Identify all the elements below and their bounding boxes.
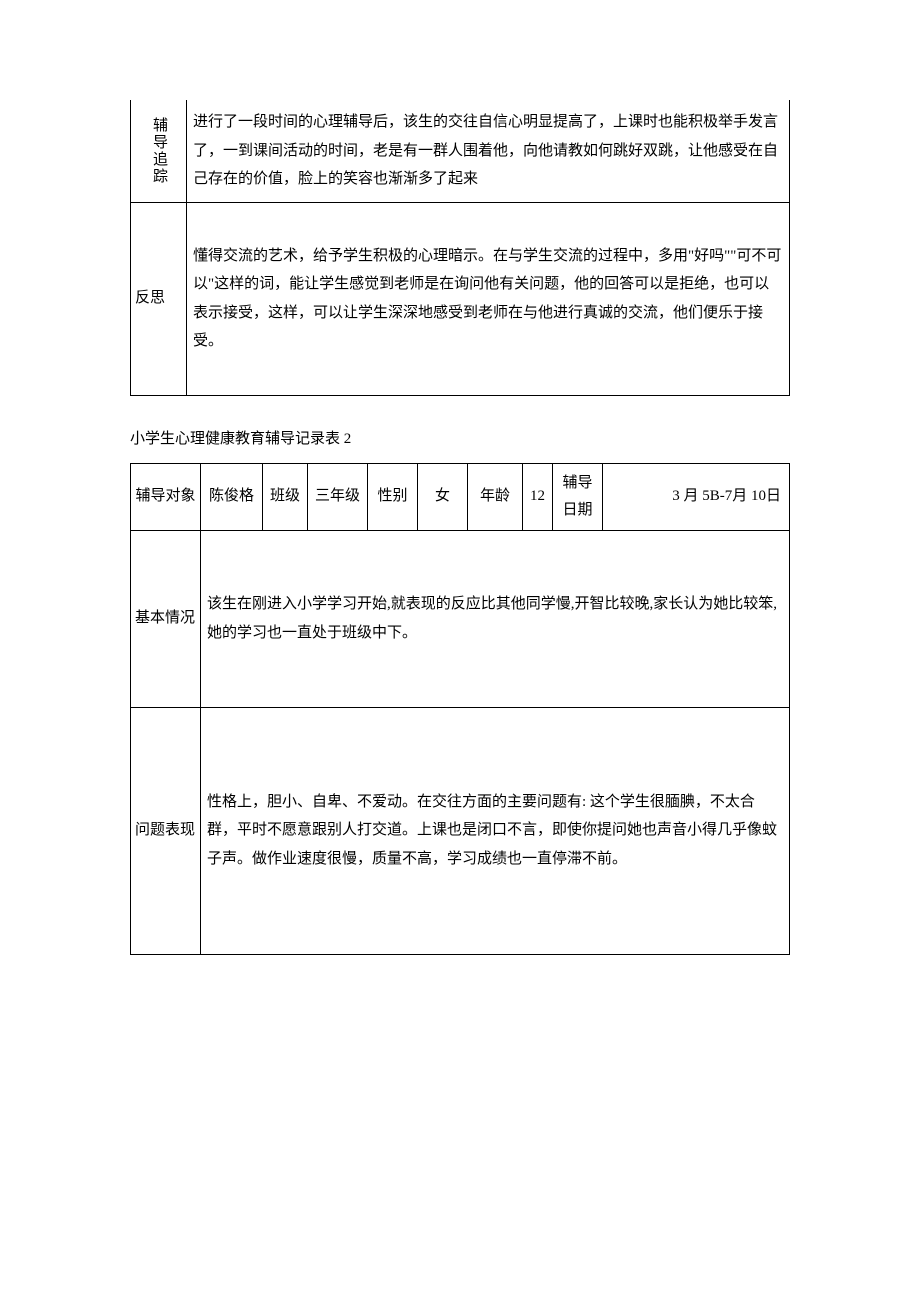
class-label: 班级	[263, 463, 308, 530]
gender-label: 性别	[368, 463, 418, 530]
counseling-table-2: 辅导对象 陈俊格 班级 三年级 性别 女 年龄 12 辅导日期 3 月 5B-7…	[130, 463, 790, 955]
row-label-problem: 问题表现	[131, 707, 201, 954]
subject-label: 辅导对象	[131, 463, 201, 530]
date-value: 3 月 5B-7月 10日	[603, 463, 790, 530]
row-label-tracking: 辅导追踪	[131, 100, 187, 202]
row-content-tracking: 进行了一段时间的心理辅导后，该生的交往自信心明显提高了，上课时也能积极举手发言了…	[187, 100, 790, 202]
table-row: 反思 懂得交流的艺术，给予学生积极的心理暗示。在与学生交流的过程中，多用"好吗"…	[131, 202, 790, 395]
row-content-problem: 性格上，胆小、自卑、不爱动。在交往方面的主要问题有: 这个学生很腼腆，不太合群，…	[201, 707, 790, 954]
date-label: 辅导日期	[553, 463, 603, 530]
row-content-basic: 该生在刚进入小学学习开始,就表现的反应比其他同学慢,开智比较晚,家长认为她比较笨…	[201, 530, 790, 707]
subject-value: 陈俊格	[201, 463, 263, 530]
row-content-reflection: 懂得交流的艺术，给予学生积极的心理暗示。在与学生交流的过程中，多用"好吗""可不…	[187, 202, 790, 395]
gender-value: 女	[418, 463, 468, 530]
row-label-reflection: 反思	[131, 202, 187, 395]
row-label-basic: 基本情况	[131, 530, 201, 707]
counseling-table-1: 辅导追踪 进行了一段时间的心理辅导后，该生的交往自信心明显提高了，上课时也能积极…	[130, 100, 790, 396]
age-value: 12	[523, 463, 553, 530]
section-title: 小学生心理健康教育辅导记录表 2	[130, 426, 790, 453]
table-row: 辅导追踪 进行了一段时间的心理辅导后，该生的交往自信心明显提高了，上课时也能积极…	[131, 100, 790, 202]
table-header-row: 辅导对象 陈俊格 班级 三年级 性别 女 年龄 12 辅导日期 3 月 5B-7…	[131, 463, 790, 530]
age-label: 年龄	[468, 463, 523, 530]
table-row: 基本情况 该生在刚进入小学学习开始,就表现的反应比其他同学慢,开智比较晚,家长认…	[131, 530, 790, 707]
class-value: 三年级	[308, 463, 368, 530]
table-row: 问题表现 性格上，胆小、自卑、不爱动。在交往方面的主要问题有: 这个学生很腼腆，…	[131, 707, 790, 954]
